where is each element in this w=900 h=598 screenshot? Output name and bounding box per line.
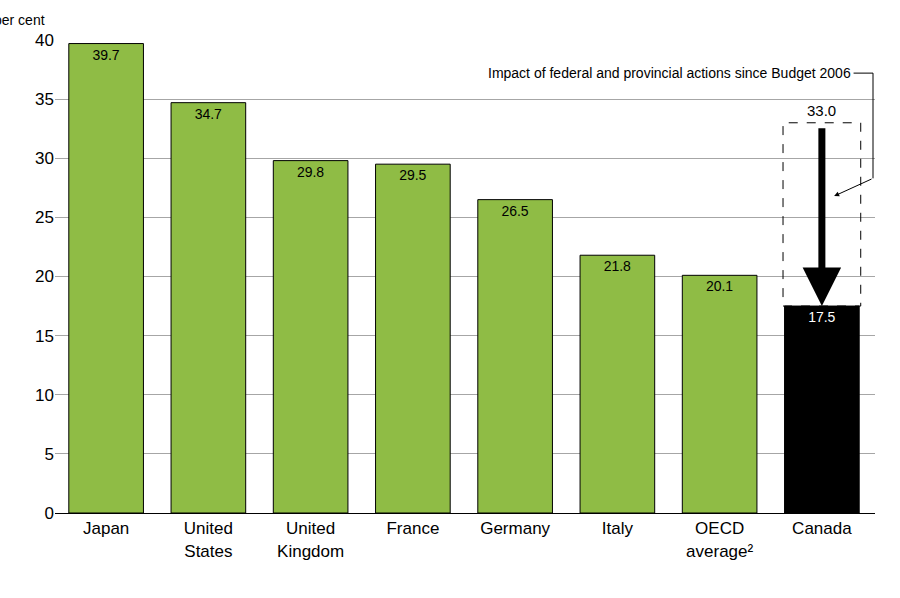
svg-text:Japan: Japan	[83, 519, 129, 538]
svg-text:OECDaverage²: OECDaverage²	[686, 519, 753, 560]
svg-text:Impact of federal and provinci: Impact of federal and provincial actions…	[488, 65, 851, 81]
svg-text:29.5: 29.5	[399, 167, 426, 183]
svg-text:0: 0	[45, 504, 54, 523]
svg-text:17.5: 17.5	[808, 309, 835, 325]
svg-text:33.0: 33.0	[807, 102, 836, 119]
svg-text:26.5: 26.5	[501, 203, 528, 219]
svg-text:21.8: 21.8	[604, 258, 631, 274]
svg-text:UnitedKingdom: UnitedKingdom	[277, 519, 344, 560]
svg-text:39.7: 39.7	[92, 47, 119, 63]
svg-text:20: 20	[35, 267, 54, 286]
svg-text:5: 5	[45, 445, 54, 464]
svg-text:10: 10	[35, 386, 54, 405]
svg-text:29.8: 29.8	[297, 164, 324, 180]
svg-text:France: France	[386, 519, 439, 538]
svg-text:Italy: Italy	[602, 519, 634, 538]
svg-text:25: 25	[35, 208, 54, 227]
svg-text:40: 40	[35, 31, 54, 50]
svg-text:15: 15	[35, 327, 54, 346]
svg-text:20.1: 20.1	[706, 278, 733, 294]
svg-text:35: 35	[35, 90, 54, 109]
svg-text:Canada: Canada	[792, 519, 852, 538]
svg-text:UnitedStates: UnitedStates	[184, 519, 233, 560]
svg-text:Germany: Germany	[480, 519, 550, 538]
svg-text:per cent: per cent	[0, 12, 45, 28]
svg-text:30: 30	[35, 149, 54, 168]
svg-text:34.7: 34.7	[195, 106, 222, 122]
